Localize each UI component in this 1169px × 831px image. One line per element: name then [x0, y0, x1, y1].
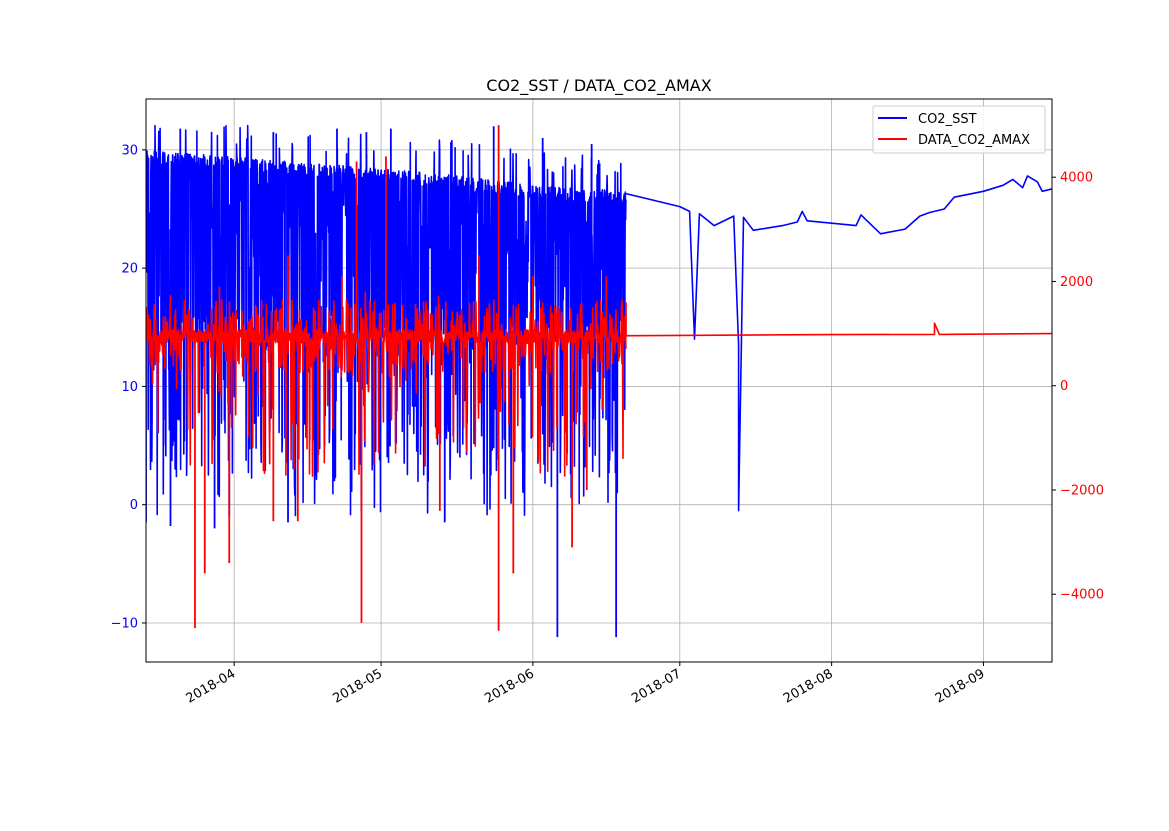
- legend-box: [872, 105, 1046, 154]
- data-co2-amax-line: [625, 322, 1052, 337]
- y-right-tick-label: −2000: [1060, 483, 1104, 498]
- legend: CO2_SST DATA_CO2_AMAX: [872, 105, 1046, 154]
- y-right-tick-label: 4000: [1060, 171, 1093, 186]
- legend-label-co2-sst: CO2_SST: [918, 112, 977, 127]
- y-right-tick-label: 0: [1060, 379, 1068, 394]
- legend-label-data-co2-amax: DATA_CO2_AMAX: [918, 133, 1030, 148]
- y-right-tick-label: 2000: [1060, 275, 1093, 290]
- chart-title: CO2_SST / DATA_CO2_AMAX: [486, 76, 711, 96]
- y-right-tick-label: −4000: [1060, 588, 1104, 603]
- y-left-tick-label: 20: [121, 262, 138, 277]
- y-left-tick-label: 0: [130, 498, 138, 513]
- series-layer: [146, 124, 1052, 638]
- y-left-tick-label: −10: [111, 616, 138, 631]
- y-left-tick-label: 10: [121, 380, 138, 395]
- y-left-tick-label: 30: [121, 143, 138, 158]
- plot-frame: [145, 98, 1053, 663]
- co2-sst-line: [625, 175, 1052, 512]
